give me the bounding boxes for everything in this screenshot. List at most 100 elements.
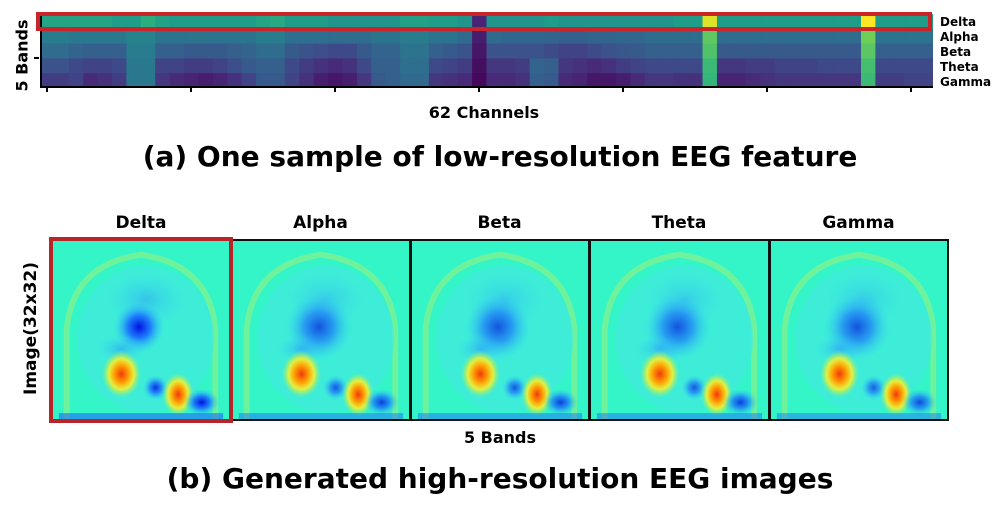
heatmap-cell-theta-4	[83, 58, 99, 74]
small-blue-blob	[142, 374, 169, 401]
heatmap-cell-beta-57	[846, 43, 862, 59]
heatmap-cell-gamma-56	[832, 73, 848, 88]
left-red-blob	[640, 350, 680, 398]
heatmap-cell-gamma-36	[544, 73, 560, 88]
bottom-edge-band	[238, 413, 404, 419]
heatmap-cell-delta-28	[428, 14, 444, 30]
x-tick	[766, 88, 768, 92]
heatmap-cell-delta-56	[832, 14, 848, 30]
heatmap-cell-beta-27	[414, 43, 430, 59]
eeg-image-beta	[410, 239, 590, 421]
heatmap-cell-gamma-50	[745, 73, 761, 88]
heatmap-cell-beta-13	[212, 43, 228, 59]
heatmap-cell-theta-53	[788, 58, 804, 74]
bottom-edge-band	[58, 413, 224, 419]
heatmap-cell-alpha-60	[889, 28, 905, 45]
heatmap-cell-beta-2	[54, 43, 70, 59]
heatmap-cell-delta-13	[212, 14, 228, 30]
heatmap-cell-gamma-53	[788, 73, 804, 88]
heatmap-cell-delta-26	[400, 14, 416, 30]
heatmap-cell-alpha-10	[169, 28, 185, 45]
heatmap-cell-gamma-22	[342, 73, 358, 88]
heatmap-cell-alpha-38	[572, 28, 588, 45]
heatmap-cell-delta-51	[760, 14, 776, 30]
heatmap-cell-alpha-53	[788, 28, 804, 45]
heatmap-cell-delta-15	[241, 14, 257, 30]
heatmap-cell-delta-53	[788, 14, 804, 30]
heatmap-cell-gamma-44	[659, 73, 675, 88]
heatmap-cell-alpha-50	[745, 28, 761, 45]
heatmap-cell-gamma-13	[212, 73, 228, 88]
heatmap-cell-beta-56	[832, 43, 848, 59]
x-tick	[910, 88, 912, 92]
heatmap-cell-beta-7	[126, 43, 142, 59]
heatmap-cell-gamma-4	[83, 73, 99, 88]
heatmap-cell-alpha-11	[184, 28, 200, 45]
heatmap-y-label: 5 Bands	[12, 19, 32, 92]
caption-b: (b) Generated high-resolution EEG images	[166, 462, 834, 495]
heatmap-cell-theta-58	[860, 58, 876, 74]
heatmap-cell-theta-18	[284, 58, 300, 74]
heatmap-cell-theta-33	[500, 58, 516, 74]
heatmap-cell-alpha-34	[515, 28, 531, 45]
band-label-delta: Delta	[940, 15, 977, 29]
heatmap-cell-theta-7	[126, 58, 142, 74]
heatmap-cell-theta-41	[616, 58, 632, 74]
heatmap-cell-delta-29	[443, 14, 459, 30]
heatmap-cell-theta-20	[313, 58, 329, 74]
heatmap-cell-beta-44	[659, 43, 675, 59]
heatmap-cell-gamma-39	[587, 73, 603, 88]
heatmap-cell-alpha-49	[731, 28, 747, 45]
heatmap-cell-alpha-8	[140, 28, 156, 45]
heatmap-cell-delta-55	[817, 14, 833, 30]
heatmap-cell-alpha-33	[500, 28, 516, 45]
heatmap-cell-alpha-1	[40, 28, 56, 45]
heatmap-cell-gamma-19	[299, 73, 315, 88]
heatmap-cell-delta-43	[644, 14, 660, 30]
heatmap-cell-beta-61	[904, 43, 920, 59]
left-blue-blob	[277, 334, 326, 363]
band-label-gamma: Gamma	[940, 75, 992, 89]
heatmap-cell-gamma-31	[472, 73, 488, 88]
heatmap-cell-theta-39	[587, 58, 603, 74]
heatmap-cell-alpha-59	[875, 28, 891, 45]
heatmap-cell-beta-35	[529, 43, 545, 59]
heatmap-cell-beta-32	[486, 43, 502, 59]
heatmap-cell-alpha-19	[299, 28, 315, 45]
heatmap-cell-delta-48	[716, 14, 732, 30]
heatmap-cell-delta-32	[486, 14, 502, 30]
heatmap-cell-beta-9	[155, 43, 171, 59]
band-label-alpha: Alpha	[940, 30, 979, 44]
heatmap-cell-delta-19	[299, 14, 315, 30]
small-blue-blob	[501, 374, 528, 401]
heatmap-cell-beta-14	[227, 43, 243, 59]
eeg-image-delta	[49, 237, 233, 423]
heatmap-cell-alpha-2	[54, 28, 70, 45]
heatmap-cell-delta-31	[472, 14, 488, 30]
heatmap-cell-delta-40	[601, 14, 617, 30]
heatmap-cell-alpha-18	[284, 28, 300, 45]
heatmap-cell-beta-3	[68, 43, 84, 59]
right-blue-blob	[902, 388, 938, 417]
left-blue-blob	[635, 334, 685, 363]
heatmap-cell-theta-56	[832, 58, 848, 74]
heatmap-cell-gamma-3	[68, 73, 84, 88]
heatmap-cell-delta-17	[270, 14, 286, 30]
heatmap-cell-beta-11	[184, 43, 200, 59]
heatmap-cell-alpha-52	[774, 28, 790, 45]
heatmap-cell-alpha-40	[601, 28, 617, 45]
heatmap-cell-theta-5	[97, 58, 113, 74]
heatmap-cell-delta-6	[112, 14, 128, 30]
heatmap-cell-gamma-47	[702, 73, 718, 88]
heatmap-cell-beta-5	[97, 43, 113, 59]
panel-label-delta: Delta	[115, 213, 167, 233]
heatmap-axes	[40, 14, 933, 88]
heatmap-cell-delta-2	[54, 14, 70, 30]
heatmap-cell-theta-32	[486, 58, 502, 74]
heatmap-cell-beta-30	[457, 43, 473, 59]
heatmap-cell-gamma-35	[529, 73, 545, 88]
band-label-beta: Beta	[940, 45, 972, 59]
heatmap-cell-gamma-45	[673, 73, 689, 88]
heatmap-cell-alpha-55	[817, 28, 833, 45]
heatmap-cell-gamma-46	[688, 73, 704, 88]
